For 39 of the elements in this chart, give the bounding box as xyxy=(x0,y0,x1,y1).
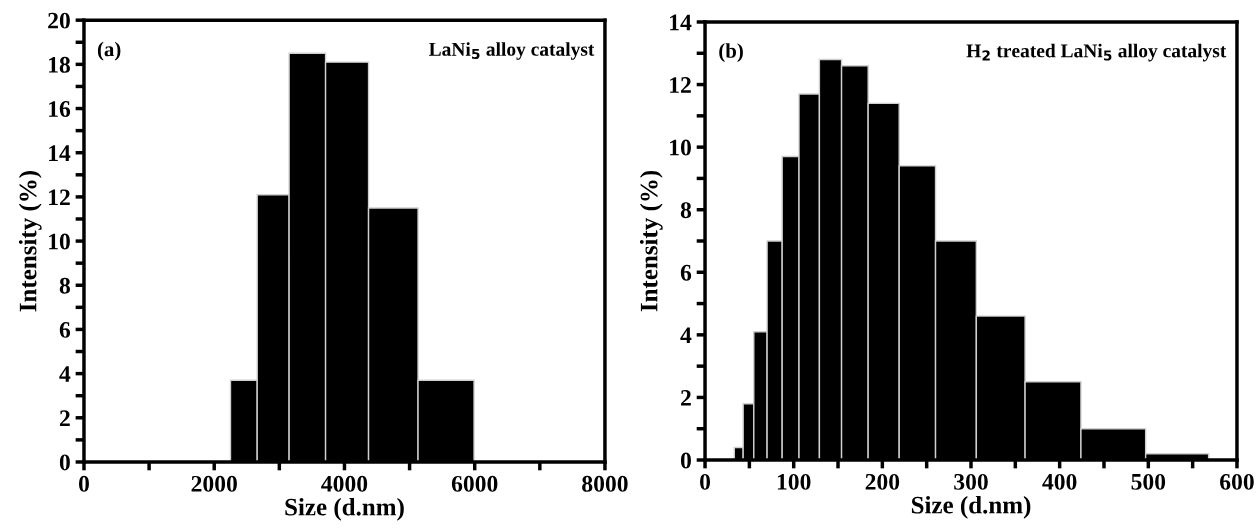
y-tick-label: 0 xyxy=(59,454,70,471)
x-tick-label: 0 xyxy=(78,475,89,492)
x-tick-label: 6000 xyxy=(451,475,498,492)
y-tick-label: 14 xyxy=(670,14,692,31)
y-axis-title: Intensity (%) xyxy=(18,170,42,312)
y-tick-label: 6 xyxy=(680,264,692,281)
y-tick-label: 18 xyxy=(49,56,70,73)
x-tick-label: 500 xyxy=(1131,473,1166,490)
y-tick-label: 2 xyxy=(681,389,691,406)
y-tick-label: 14 xyxy=(49,145,71,161)
x-axis-title: Size (d.nm) xyxy=(285,497,404,521)
y-tick-label: 0 xyxy=(680,452,691,469)
x-tick-label: 4000 xyxy=(321,475,368,492)
x-tick-label: 2000 xyxy=(191,475,237,492)
y-tick-label: 8 xyxy=(680,202,692,219)
y-tick-label: 20 xyxy=(48,12,70,29)
y-tick-label: 2 xyxy=(59,410,70,426)
y-tick-label: 6 xyxy=(59,321,71,338)
y-tick-label: 12 xyxy=(670,77,691,93)
x-tick-label: 600 xyxy=(1220,473,1254,490)
y-tick-label: 4 xyxy=(59,366,71,382)
x-tick-label: 8000 xyxy=(582,475,628,492)
x-tick-label: 0 xyxy=(700,473,711,490)
x-tick-label: 200 xyxy=(865,473,900,490)
annotation: H$_{2}$ treated LaNi$_{5}$ alloy catalyst xyxy=(966,43,1227,62)
y-axis-title: Intensity (%) xyxy=(639,170,663,312)
y-tick-label: 10 xyxy=(670,139,691,156)
y-tick-label: 8 xyxy=(59,277,70,294)
annotation: (a) xyxy=(97,41,121,61)
x-tick-label: 400 xyxy=(1042,473,1077,490)
annotation: (b) xyxy=(719,43,743,63)
x-tick-label: 100 xyxy=(777,473,811,490)
annotation: LaNi$_{5}$ alloy catalyst xyxy=(429,42,595,60)
y-tick-label: 10 xyxy=(49,233,70,250)
x-tick-label: 300 xyxy=(954,473,988,490)
y-tick-label: 4 xyxy=(680,327,692,344)
x-axis-title: Size (d.nm) xyxy=(911,496,1031,519)
y-tick-label: 12 xyxy=(49,189,70,206)
y-tick-label: 16 xyxy=(49,101,71,117)
